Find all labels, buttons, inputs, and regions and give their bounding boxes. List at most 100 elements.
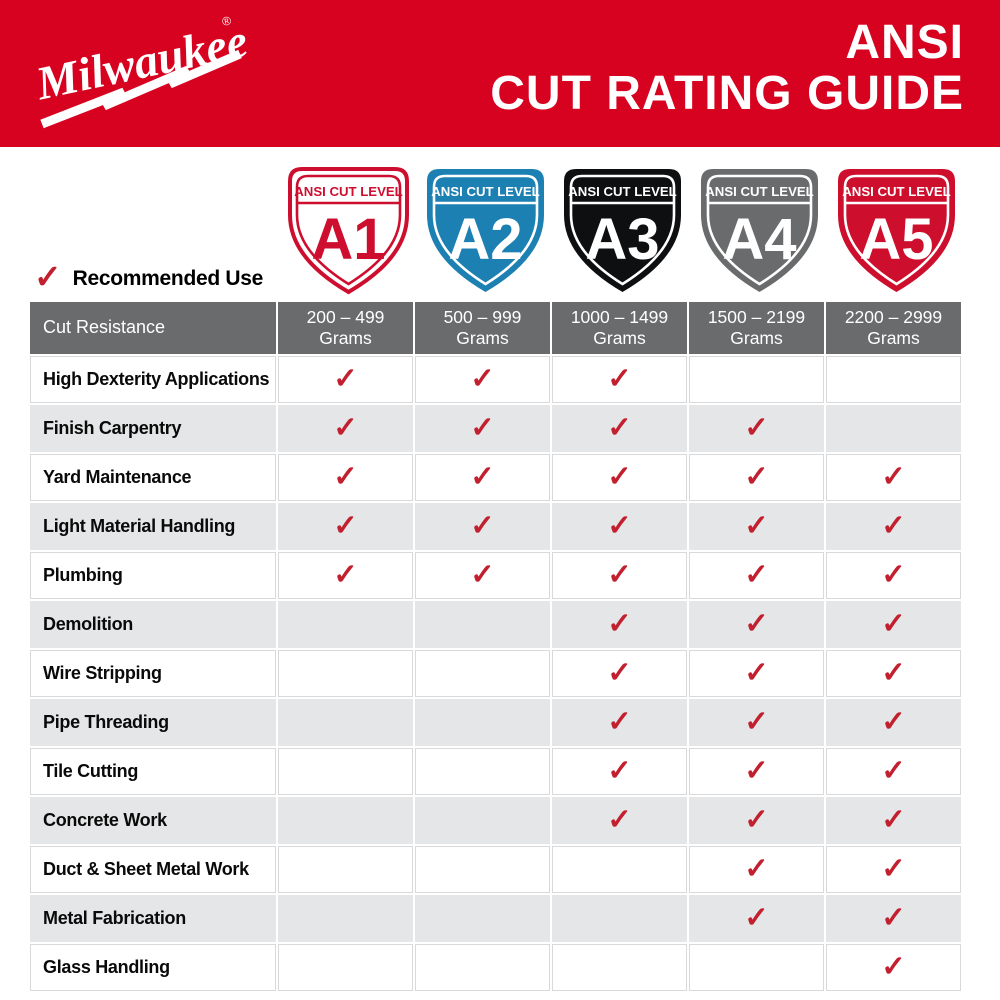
title-line-2: CUT RATING GUIDE [490,67,964,121]
empty-cell [689,356,824,403]
check-icon: ✓ [881,559,906,591]
column-header-grams-3: 1000 – 1499 Grams [552,302,687,354]
table-row: Duct & Sheet Metal Work ✓ ✓ [30,846,961,893]
cut-level-badge-a4: ANSI CUT LEVEL A4 [693,165,826,296]
empty-cell [415,846,550,893]
check-icon: ✓ [744,510,769,542]
check-icon: ✓ [744,853,769,885]
check-icon: ✓ [607,559,632,591]
check-icon: ✓ [470,363,495,395]
check-cell: ✓ [826,650,961,697]
shield-level: A3 [585,207,659,272]
empty-cell [278,944,413,991]
check-cell: ✓ [552,748,687,795]
check-cell: ✓ [415,405,550,452]
table-row: Metal Fabrication ✓ ✓ [30,895,961,942]
shield-level: A1 [311,207,385,272]
table-row: High Dexterity Applications ✓ ✓ ✓ [30,356,961,403]
use-label: Finish Carpentry [30,405,276,452]
use-label: Glass Handling [30,944,276,991]
empty-cell [826,356,961,403]
empty-cell [415,601,550,648]
use-label: Plumbing [30,552,276,599]
grams-range: 2200 – 2999 [844,307,943,328]
grams-range: 1000 – 1499 [570,307,669,328]
cut-rating-table: Cut Resistance 200 – 499 Grams 500 – 999 Gr… [28,300,963,993]
use-label: Metal Fabrication [30,895,276,942]
use-label: Pipe Threading [30,699,276,746]
use-label: Light Material Handling [30,503,276,550]
shield-level: A4 [722,207,796,272]
check-icon: ✓ [881,461,906,493]
check-icon: ✓ [881,755,906,787]
check-icon: ✓ [881,706,906,738]
check-icon: ✓ [881,951,906,983]
check-icon: ✓ [470,510,495,542]
check-icon: ✓ [881,608,906,640]
check-icon: ✓ [34,258,62,295]
check-cell: ✓ [826,895,961,942]
check-cell: ✓ [826,748,961,795]
check-icon: ✓ [744,559,769,591]
shield-level: A2 [448,207,522,272]
check-icon: ✓ [744,902,769,934]
empty-cell [278,748,413,795]
title-line-1: ANSI [845,16,964,69]
empty-cell [552,846,687,893]
use-label: Yard Maintenance [30,454,276,501]
check-icon: ✓ [607,363,632,395]
empty-cell [415,797,550,844]
check-cell: ✓ [552,601,687,648]
use-label: High Dexterity Applications [30,356,276,403]
use-label: Tile Cutting [30,748,276,795]
empty-cell [552,895,687,942]
check-cell: ✓ [689,797,824,844]
check-icon: ✓ [881,902,906,934]
table-row: Wire Stripping ✓ ✓ ✓ [30,650,961,697]
check-cell: ✓ [415,503,550,550]
table-row: Finish Carpentry ✓ ✓ ✓ ✓ [30,405,961,452]
check-icon: ✓ [607,608,632,640]
cut-level-badge-a1: ANSI CUT LEVEL A1 [282,165,415,296]
check-icon: ✓ [333,510,358,542]
check-cell: ✓ [278,454,413,501]
lightning-bolt-icon [40,49,242,129]
table-row: Concrete Work ✓ ✓ ✓ [30,797,961,844]
check-cell: ✓ [552,405,687,452]
empty-cell [415,944,550,991]
check-icon: ✓ [744,755,769,787]
grams-range: 1500 – 2199 [707,307,806,328]
check-icon: ✓ [333,363,358,395]
check-cell: ✓ [689,405,824,452]
check-cell: ✓ [689,748,824,795]
check-icon: ✓ [333,559,358,591]
check-icon: ✓ [607,412,632,444]
milwaukee-logo: Milwaukee ® [26,8,256,140]
use-label: Wire Stripping [30,650,276,697]
empty-cell [826,405,961,452]
grams-range: 500 – 999 [443,307,522,328]
check-icon: ✓ [607,755,632,787]
check-icon: ✓ [881,804,906,836]
check-cell: ✓ [552,552,687,599]
check-icon: ✓ [744,461,769,493]
empty-cell [278,895,413,942]
shield-band-label: ANSI CUT LEVEL [431,184,539,199]
check-icon: ✓ [607,461,632,493]
table-row: Demolition ✓ ✓ ✓ [30,601,961,648]
empty-cell [278,699,413,746]
check-cell: ✓ [278,356,413,403]
use-label: Concrete Work [30,797,276,844]
grams-unit: Grams [730,328,783,348]
check-icon: ✓ [470,559,495,591]
shield-band-label: ANSI CUT LEVEL [842,184,950,199]
empty-cell [552,944,687,991]
check-cell: ✓ [415,356,550,403]
grams-unit: Grams [319,328,372,348]
check-cell: ✓ [689,552,824,599]
use-label: Duct & Sheet Metal Work [30,846,276,893]
column-header-cut-resistance: Cut Resistance [30,302,276,354]
table-row: Plumbing ✓ ✓ ✓ ✓ ✓ [30,552,961,599]
check-icon: ✓ [470,412,495,444]
